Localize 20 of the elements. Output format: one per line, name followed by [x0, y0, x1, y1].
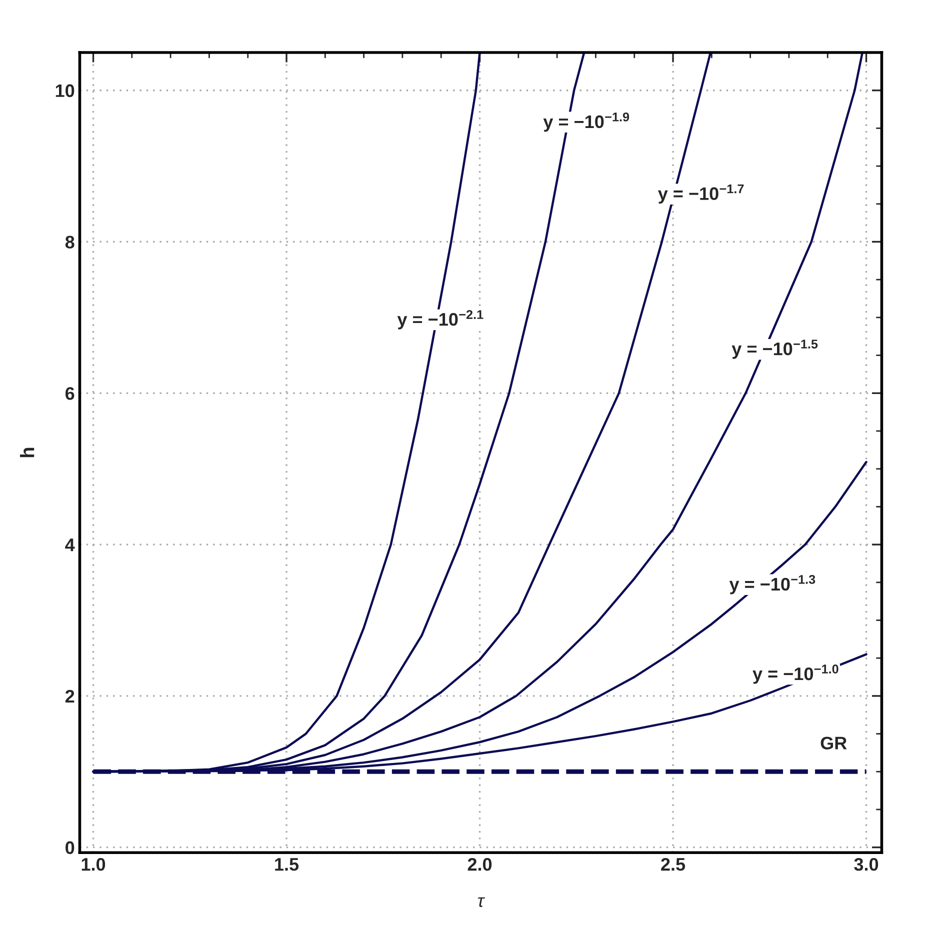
x-tick-label: 2.5: [661, 858, 686, 871]
y-tick-label: 8: [65, 236, 74, 248]
x-axis-title: τ: [478, 897, 486, 908]
x-tick-label: 1.0: [82, 858, 106, 871]
y-tick-label: 0: [66, 841, 74, 854]
annotation: y = −10$^{−1.5}$: [732, 340, 818, 359]
annotation: y = −10$^{−2.1}$: [397, 310, 484, 330]
y-tick-label: 10: [56, 84, 74, 98]
x-tick-label: 2.0: [468, 858, 492, 871]
annotation: y = −10$^{−1.9}$: [543, 112, 630, 132]
y-tick-label: 2: [65, 690, 74, 702]
y-tick-label: 6: [65, 387, 74, 400]
annotation: y = −10$^{−1.3}$: [729, 574, 816, 594]
x-tick-label: 1.5: [275, 858, 299, 871]
annotation: GR: [820, 736, 847, 750]
x-tick-label: 3.0: [854, 858, 878, 871]
y-tick-label: 4: [65, 538, 75, 552]
annotation: y = −10$^{−1.0}$: [752, 664, 838, 684]
y-axis-title: h: [20, 448, 34, 458]
annotation: y = −10$^{−1.7}$: [658, 184, 744, 204]
